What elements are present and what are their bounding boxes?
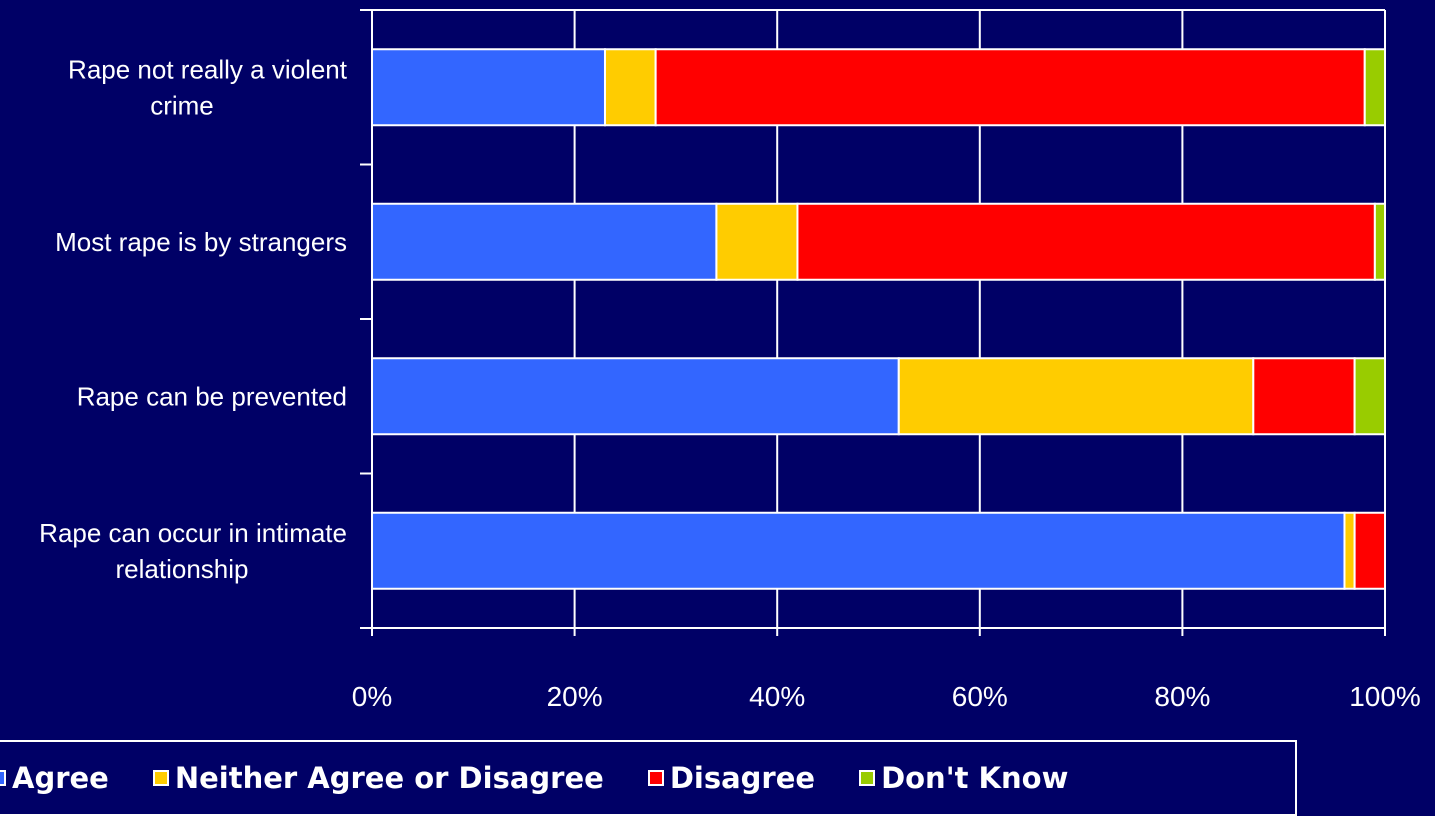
- bar-segment: [371, 202, 718, 281]
- category-label-line: relationship: [116, 554, 249, 584]
- bar-segment: [1373, 202, 1386, 281]
- tick-labels: 0% 20% 40% 60% 80% 100%: [352, 681, 1421, 712]
- category-label: Rape not really a violent crime: [68, 54, 348, 120]
- legend-item-agree: Agree: [0, 761, 109, 795]
- bar-segment: [603, 48, 657, 127]
- category-label: Rape can occur in intimate relationship: [39, 518, 347, 584]
- bar-segment: [796, 202, 1376, 281]
- category-labels: Rape not really a violent crime Most rape …: [39, 54, 348, 584]
- category-label-line: Rape not really a violent: [68, 54, 348, 84]
- bar-segment: [371, 357, 900, 436]
- category-label-line: crime: [150, 90, 214, 120]
- bar-segment: [371, 48, 606, 127]
- legend-swatch: [859, 770, 876, 786]
- bar-segment: [715, 202, 799, 281]
- legend-label: Neither Agree or Disagree: [174, 761, 604, 795]
- legend-item-dont-know: Don't Know: [859, 761, 1068, 795]
- x-tick-label: 0%: [352, 681, 392, 712]
- bars: [371, 48, 1386, 590]
- x-tick-label: 100%: [1349, 681, 1421, 712]
- legend-swatch: [647, 770, 664, 786]
- legend: Agree Neither Agree or Disagree Disagree…: [0, 740, 1297, 816]
- bar-segment: [1353, 357, 1386, 436]
- category-label-line: Rape can occur in intimate: [39, 518, 347, 548]
- legend-item-neither: Neither Agree or Disagree: [152, 761, 604, 795]
- x-tick-label: 60%: [952, 681, 1008, 712]
- bar-segment: [371, 511, 1346, 590]
- category-label-line: Most rape is by strangers: [55, 227, 347, 257]
- x-tick-label: 40%: [749, 681, 805, 712]
- legend-label: Don't Know: [881, 761, 1069, 795]
- bar-segment: [1252, 357, 1356, 436]
- legend-label: Agree: [12, 761, 109, 795]
- category-label: Most rape is by strangers: [55, 227, 347, 257]
- axes: [360, 9, 1386, 636]
- legend-item-disagree: Disagree: [647, 761, 816, 795]
- category-label: Rape can be prevented: [77, 381, 347, 411]
- legend-label: Disagree: [669, 761, 816, 795]
- bar-segment: [1363, 48, 1386, 127]
- x-tick-label: 80%: [1154, 681, 1210, 712]
- x-tick-label: 20%: [547, 681, 603, 712]
- category-label-line: Rape can be prevented: [77, 381, 347, 411]
- bar-segment: [897, 357, 1255, 436]
- bar-segment: [1343, 511, 1356, 590]
- bar-segment: [1353, 511, 1386, 590]
- legend-swatch: [152, 770, 169, 786]
- legend-swatch: [0, 770, 6, 786]
- bar-segment: [654, 48, 1366, 127]
